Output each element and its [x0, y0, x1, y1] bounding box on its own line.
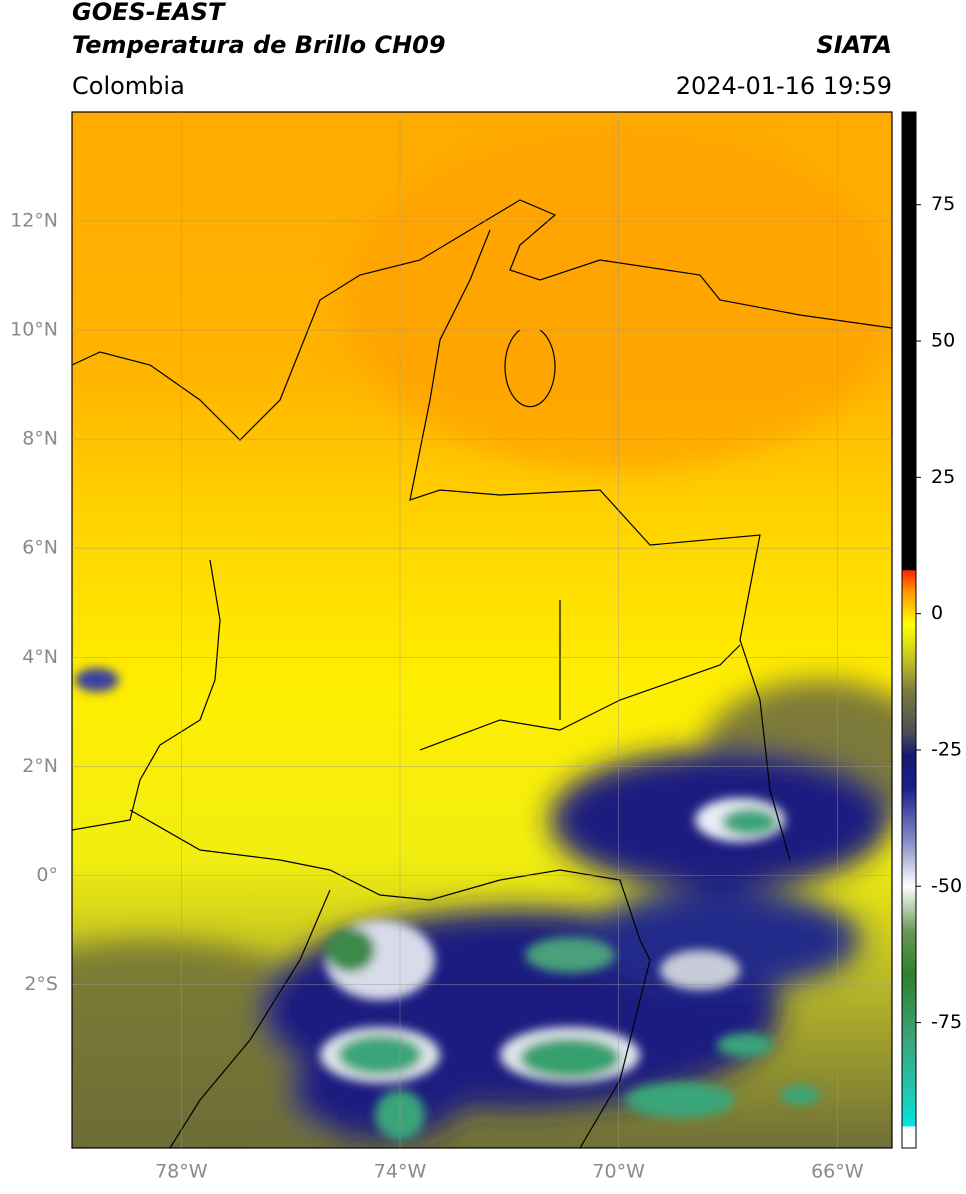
- colorbar-tick-label: -75: [931, 1011, 962, 1033]
- colorbar-frame: [901, 111, 917, 1149]
- map-field: [72, 112, 892, 1148]
- colorbar-segment: [902, 1093, 916, 1127]
- colorbar-segment: [902, 755, 916, 789]
- colorbar-tick-label: 0: [931, 602, 943, 624]
- colorbar: 75 50 25 0 -25 -50 -75: [901, 111, 962, 1149]
- colorbar-segment: [902, 842, 916, 887]
- y-tick-label: 12°N: [10, 210, 58, 232]
- x-tick-label: 66°W: [811, 1161, 864, 1183]
- y-tick-label: 4°N: [22, 646, 58, 668]
- colorbar-segment: [902, 624, 916, 658]
- colorbar-segment: [902, 570, 916, 593]
- title: GOES-EAST: [72, 0, 226, 26]
- colorbar-tick-label: 50: [931, 330, 955, 352]
- colorbar-segment: [902, 657, 916, 691]
- borders: [72, 199, 892, 1148]
- y-tick-label: 6°N: [22, 537, 58, 559]
- source: SIATA: [816, 31, 892, 59]
- cloud-tops: [75, 668, 820, 1140]
- y-tick-label: 8°N: [22, 428, 58, 450]
- timestamp: 2024-01-16 19:59: [676, 72, 892, 100]
- x-tick-label: 70°W: [592, 1161, 645, 1183]
- colorbar-segment: [902, 591, 916, 625]
- colorbar-segment: [902, 1038, 916, 1094]
- y-tick-label: 2°N: [22, 755, 58, 777]
- colorbar-tick-label: 25: [931, 466, 955, 488]
- y-tick-label: 0°: [36, 864, 58, 886]
- colorbar-segment: [902, 886, 916, 931]
- region: Colombia: [72, 72, 185, 100]
- x-tick-label: 78°W: [155, 1161, 208, 1183]
- y-tick-label: 10°N: [10, 319, 58, 341]
- axes: 78°W 74°W 70°W 66°W 12°N 10°N 8°N 6°N 4°N 2°N 0° 2°…: [10, 112, 892, 1183]
- colorbar-segment: [902, 973, 916, 1040]
- colorbar-segment: [902, 929, 916, 974]
- y-tick-label: 2°S: [24, 973, 58, 995]
- map-frame: [71, 111, 893, 1149]
- x-tick-label: 74°W: [374, 1161, 427, 1183]
- colorbar-segment: [902, 788, 916, 843]
- colorbar-tick-label: -25: [931, 738, 962, 760]
- colorbar-segment: [902, 733, 916, 756]
- colorbar-tick-label: 75: [931, 193, 955, 215]
- subtitle: Temperatura de Brillo CH09: [72, 31, 446, 59]
- colorbar-segment: [902, 1126, 916, 1149]
- colorbar-segment: [902, 112, 916, 571]
- colorbar-segment: [902, 689, 916, 734]
- colorbar-tick-label: -50: [931, 875, 962, 897]
